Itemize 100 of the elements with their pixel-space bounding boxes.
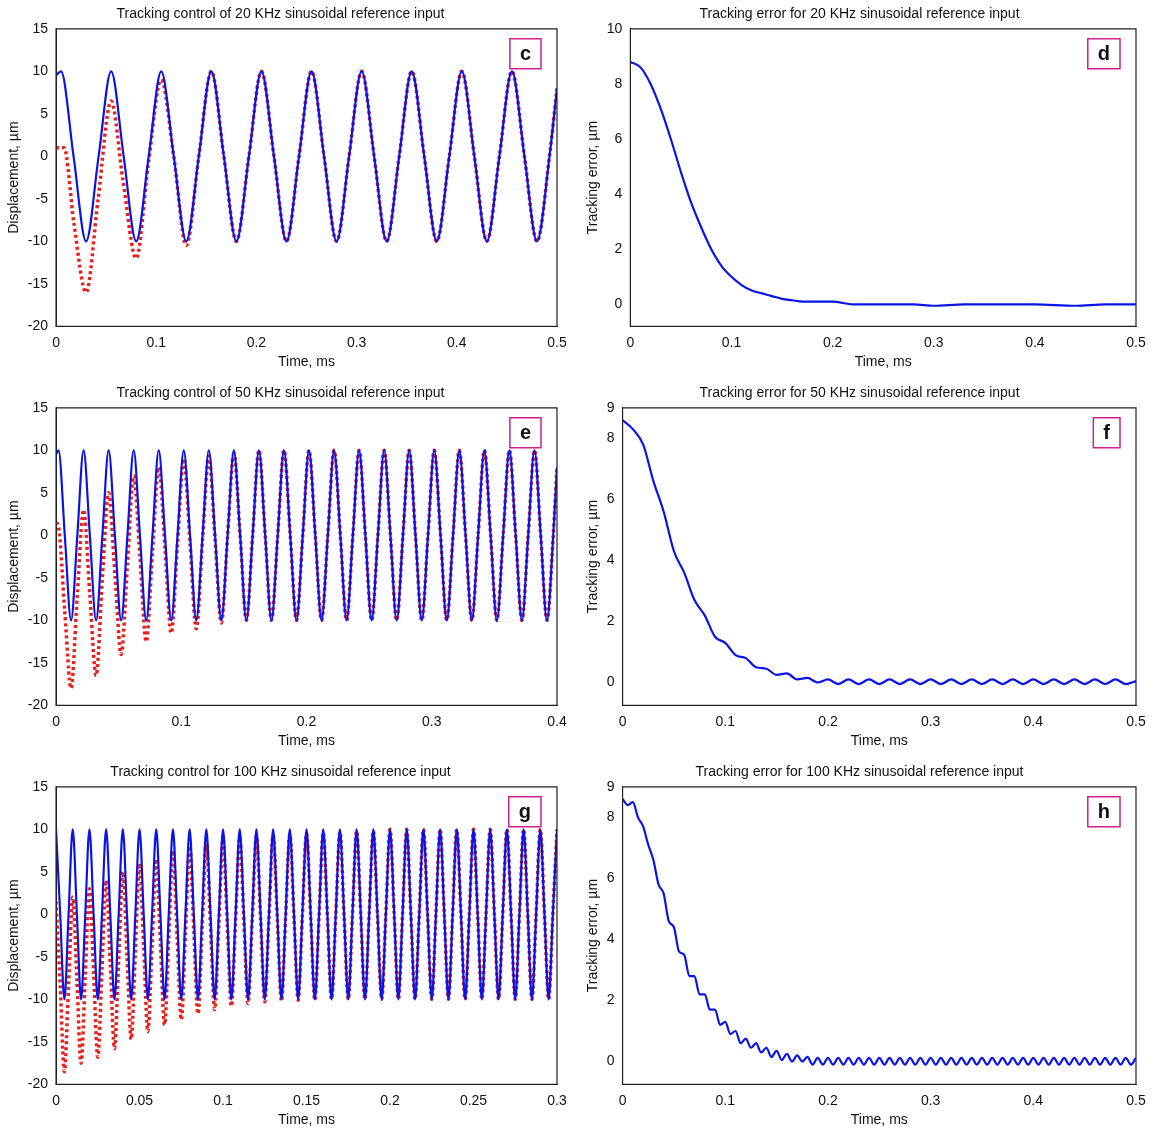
y-tick-label: 6 bbox=[614, 129, 623, 146]
y-tick-label: 6 bbox=[606, 490, 615, 507]
y-tick-label: 6 bbox=[606, 869, 615, 886]
y-tick-label: -15 bbox=[27, 1032, 49, 1049]
x-tick-label: 0.3 bbox=[346, 333, 367, 350]
x-tick-label: 0 bbox=[52, 333, 61, 350]
x-tick-label: 0.2 bbox=[296, 712, 317, 729]
x-tick-label: 0.4 bbox=[1023, 1091, 1044, 1108]
line-series bbox=[622, 797, 1136, 1066]
y-tick-label: 0 bbox=[40, 905, 49, 922]
line-series bbox=[56, 827, 557, 1074]
x-axis-title: Time, ms bbox=[850, 732, 908, 749]
x-tick-label: 0.1 bbox=[715, 712, 736, 729]
y-tick-label: 9 bbox=[606, 777, 615, 794]
chart-title: Tracking control of 20 KHz sinusoidal reference input bbox=[116, 5, 445, 22]
line-series bbox=[622, 418, 1136, 686]
x-tick-label: 0.1 bbox=[171, 712, 192, 729]
line-series bbox=[56, 449, 557, 622]
x-tick-label: 0.2 bbox=[818, 712, 838, 729]
y-tick-label: 5 bbox=[40, 104, 49, 121]
x-tick-label: 0.5 bbox=[1126, 712, 1146, 729]
x-tick-label: 0.05 bbox=[125, 1091, 154, 1108]
y-tick-label: 10 bbox=[32, 62, 49, 79]
y-tick-label: 0 bbox=[606, 1052, 615, 1069]
y-tick-label: -5 bbox=[35, 568, 49, 585]
y-tick-label: 15 bbox=[32, 19, 49, 36]
y-axis-title: Displacement, µm bbox=[5, 500, 22, 613]
x-tick-label: 0.1 bbox=[715, 1091, 736, 1108]
annotation: c bbox=[519, 42, 531, 65]
y-tick-label: 2 bbox=[606, 991, 615, 1008]
x-tick-label: 0.3 bbox=[920, 712, 941, 729]
x-tick-label: 0.1 bbox=[146, 333, 167, 350]
y-tick-label: -20 bbox=[27, 1075, 49, 1092]
x-tick-label: 0.5 bbox=[1126, 1091, 1146, 1108]
chart-title: Tracking error for 50 KHz sinusoidal reference input bbox=[699, 384, 1020, 401]
x-tick-label: 0.5 bbox=[547, 333, 567, 350]
x-tick-label: 0.15 bbox=[292, 1091, 321, 1108]
x-tick-label: 0.2 bbox=[822, 333, 843, 350]
chart-title: Tracking error for 100 KHz sinusoidal reference input bbox=[695, 763, 1024, 780]
x-axis-title: Time, ms bbox=[277, 1111, 336, 1128]
y-tick-label: 10 bbox=[606, 19, 623, 36]
y-tick-label: 4 bbox=[606, 551, 615, 568]
y-tick-label: 15 bbox=[32, 777, 49, 794]
annotation: g bbox=[518, 800, 531, 823]
y-tick-label: 8 bbox=[614, 74, 623, 91]
x-axis-title: Time, ms bbox=[854, 353, 912, 370]
x-tick-label: 0 bbox=[626, 333, 635, 350]
x-tick-label: 0.1 bbox=[721, 333, 742, 350]
y-tick-label: 5 bbox=[40, 483, 49, 500]
x-tick-label: 0.2 bbox=[246, 333, 267, 350]
line-series bbox=[56, 448, 557, 691]
y-tick-label: 2 bbox=[606, 612, 615, 629]
x-tick-label: 0.3 bbox=[920, 1091, 941, 1108]
y-tick-label: -20 bbox=[27, 317, 49, 334]
y-tick-label: 0 bbox=[606, 673, 615, 690]
y-tick-label: 0 bbox=[40, 526, 49, 543]
annotation: e bbox=[519, 421, 531, 444]
y-tick-label: -5 bbox=[35, 189, 49, 206]
x-tick-label: 0 bbox=[52, 1091, 61, 1108]
x-tick-label: 0.2 bbox=[380, 1091, 400, 1108]
y-tick-label: 15 bbox=[32, 398, 49, 415]
chart-title: Tracking control for 100 KHz sinusoidal reference input bbox=[110, 763, 451, 780]
x-tick-label: 0.2 bbox=[818, 1091, 838, 1108]
y-axis-title: Displacement, µm bbox=[5, 879, 22, 992]
chart-title: Tracking control of 50 KHz sinusoidal reference input bbox=[116, 384, 445, 401]
y-axis-title: Tracking error, µm bbox=[584, 120, 601, 235]
line-series bbox=[56, 69, 557, 295]
chart-title: Tracking error for 20 KHz sinusoidal reference input bbox=[699, 5, 1020, 22]
y-tick-label: 5 bbox=[40, 862, 49, 879]
x-tick-label: 0.3 bbox=[547, 1091, 567, 1108]
x-tick-label: 0.4 bbox=[1025, 333, 1045, 350]
y-tick-label: -10 bbox=[27, 232, 49, 249]
y-tick-label: -10 bbox=[27, 990, 49, 1007]
x-tick-label: 0.4 bbox=[547, 712, 567, 729]
x-axis-title: Time, ms bbox=[277, 732, 336, 749]
y-tick-label: 4 bbox=[614, 184, 623, 201]
annotation: f bbox=[1103, 421, 1111, 444]
y-tick-label: 0 bbox=[614, 295, 623, 312]
x-tick-label: 0.1 bbox=[213, 1091, 233, 1108]
x-tick-label: 0 bbox=[52, 712, 61, 729]
x-tick-label: 0.25 bbox=[459, 1091, 488, 1108]
x-tick-label: 0.3 bbox=[924, 333, 944, 350]
x-axis-title: Time, ms bbox=[850, 1111, 908, 1128]
line-series bbox=[630, 60, 1136, 307]
y-tick-label: -20 bbox=[27, 696, 49, 713]
y-tick-label: 8 bbox=[606, 429, 615, 446]
line-series bbox=[56, 70, 557, 243]
y-tick-label: -5 bbox=[35, 947, 49, 964]
y-tick-label: 10 bbox=[32, 441, 49, 458]
y-tick-label: 0 bbox=[40, 147, 49, 164]
x-tick-label: 0.5 bbox=[1126, 333, 1146, 350]
y-tick-label: 4 bbox=[606, 930, 615, 947]
y-tick-label: 9 bbox=[606, 398, 615, 415]
y-axis-title: Tracking error, µm bbox=[584, 878, 601, 993]
annotation: h bbox=[1097, 800, 1110, 823]
x-tick-label: 0.4 bbox=[1023, 712, 1044, 729]
y-axis-title: Tracking error, µm bbox=[584, 499, 601, 614]
y-tick-label: -15 bbox=[27, 653, 49, 670]
y-tick-label: -10 bbox=[27, 611, 49, 628]
x-tick-label: 0.4 bbox=[447, 333, 467, 350]
